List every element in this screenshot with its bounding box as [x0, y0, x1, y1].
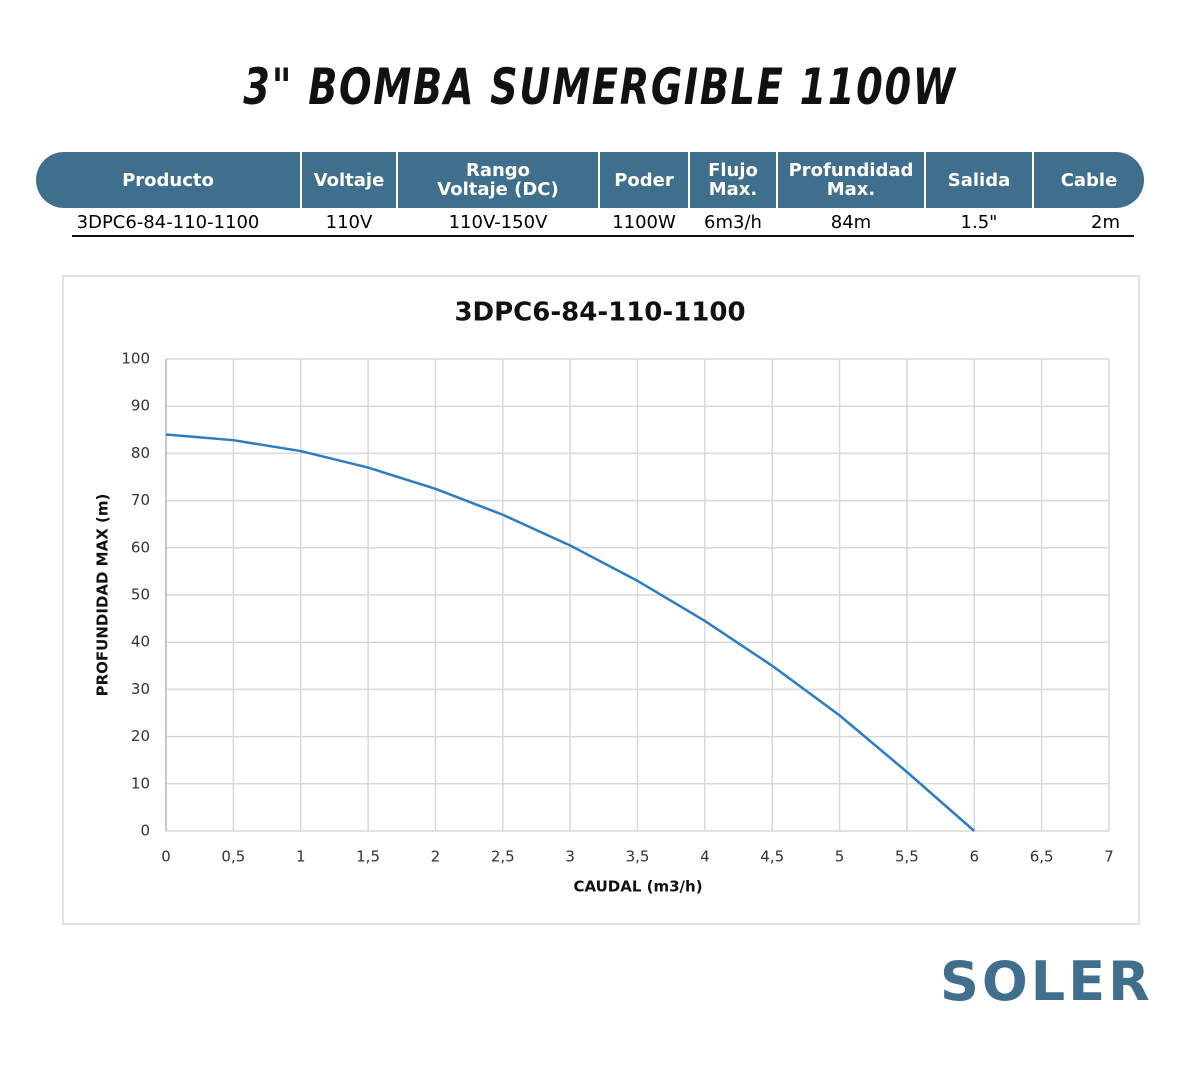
header-cell: Profundidad Max. — [778, 152, 924, 208]
table-cell: 110V-150V — [448, 211, 548, 233]
y-tick-label: 40 — [131, 633, 150, 651]
table-cell: 1100W — [612, 211, 676, 233]
x-tick-label: 0,5 — [221, 848, 245, 866]
chart-title: 3DPC6-84-110-1100 — [454, 298, 745, 328]
header-text: Profundidad Max. — [788, 160, 914, 200]
x-tick-label: 1 — [296, 848, 306, 866]
x-tick-label: 1,5 — [356, 848, 380, 866]
logo: SOLER — [940, 950, 1153, 1013]
header-cell: Producto — [36, 152, 300, 208]
header-text: Producto — [122, 169, 214, 191]
header-cell: Salida — [926, 152, 1032, 208]
header-text: Rango Voltaje (DC) — [437, 160, 559, 200]
table-rule — [72, 235, 1134, 237]
x-tick-label: 0 — [161, 848, 171, 866]
header-text: Flujo Max. — [708, 160, 758, 200]
x-tick-label: 4 — [700, 848, 710, 866]
chart-frame — [62, 275, 1140, 925]
x-tick-label: 4,5 — [760, 848, 784, 866]
table-cell: 2m — [1091, 211, 1120, 233]
y-tick-label: 80 — [131, 444, 150, 462]
x-tick-label: 6,5 — [1030, 848, 1054, 866]
table-cell: 110V — [325, 211, 373, 233]
header-text: Cable — [1060, 169, 1118, 191]
y-tick-label: 0 — [140, 822, 150, 840]
y-tick-label: 30 — [131, 680, 150, 698]
x-tick-label: 6 — [970, 848, 980, 866]
y-tick-label: 50 — [131, 586, 150, 604]
y-tick-label: 100 — [121, 350, 150, 368]
x-tick-label: 5 — [835, 848, 845, 866]
x-tick-label: 2 — [431, 848, 441, 866]
y-tick-label: 90 — [131, 397, 150, 415]
x-tick-label: 3 — [565, 848, 575, 866]
y-tick-label: 10 — [131, 774, 150, 792]
y-tick-label: 70 — [131, 491, 150, 509]
header-cell: Poder — [600, 152, 688, 208]
header-cell: Voltaje — [302, 152, 396, 208]
header-text: Poder — [614, 169, 674, 191]
table-row: 3DPC6-84-110-1100 110V 110V-150V 1100W 6m3/h… — [36, 208, 1158, 236]
header-text: Salida — [947, 169, 1011, 191]
x-tick-label: 5,5 — [895, 848, 919, 866]
table-cell: 6m3/h — [704, 211, 762, 233]
x-tick-label: 3,5 — [626, 848, 650, 866]
header-cell: Rango Voltaje (DC) — [398, 152, 598, 208]
x-axis-label: CAUDAL (m3/h) — [573, 878, 702, 896]
x-tick-label: 7 — [1104, 848, 1114, 866]
header-cell: Cable — [1034, 152, 1144, 208]
table-cell: 3DPC6-84-110-1100 — [76, 211, 260, 233]
table-cell: 84m — [830, 211, 872, 233]
y-tick-label: 60 — [131, 538, 150, 556]
curve — [165, 433, 976, 832]
y-tick-label: 20 — [131, 727, 150, 745]
header-text: Voltaje — [313, 169, 385, 191]
table-cell: 1.5" — [960, 211, 998, 233]
y-axis-label: PROFUNDIDAD MAX (m) — [94, 494, 112, 697]
table-header: Producto Voltaje Rango Voltaje (DC) Poder Fl… — [36, 152, 1158, 208]
x-tick-label: 2,5 — [491, 848, 515, 866]
header-cell: Flujo Max. — [690, 152, 776, 208]
page-title: 3" BOMBA SUMERGIBLE 1100W — [243, 58, 957, 116]
